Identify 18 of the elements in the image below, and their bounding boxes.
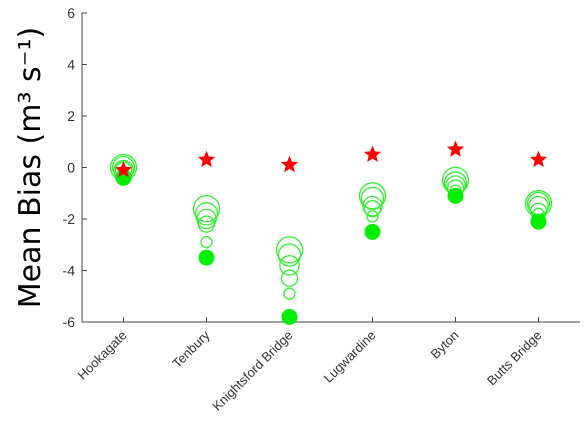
y-tick-label: -6 <box>62 314 76 330</box>
point <box>448 188 464 204</box>
y-tick-label: 2 <box>67 108 76 124</box>
y-tick-label: 0 <box>67 159 76 176</box>
y-tick-label: 6 <box>67 4 76 21</box>
point <box>198 150 216 168</box>
point <box>364 224 380 240</box>
y-axis-title: Mean Bias (m³ s⁻¹) <box>13 26 48 308</box>
point <box>280 156 298 172</box>
point <box>282 308 298 325</box>
y-tick-label: 4 <box>67 56 76 72</box>
y-tick-label: -4 <box>62 262 76 278</box>
point <box>364 146 382 162</box>
point <box>530 214 546 230</box>
point <box>198 250 214 266</box>
point <box>446 140 464 157</box>
point <box>530 150 548 168</box>
y-tick-label: -2 <box>62 210 76 227</box>
